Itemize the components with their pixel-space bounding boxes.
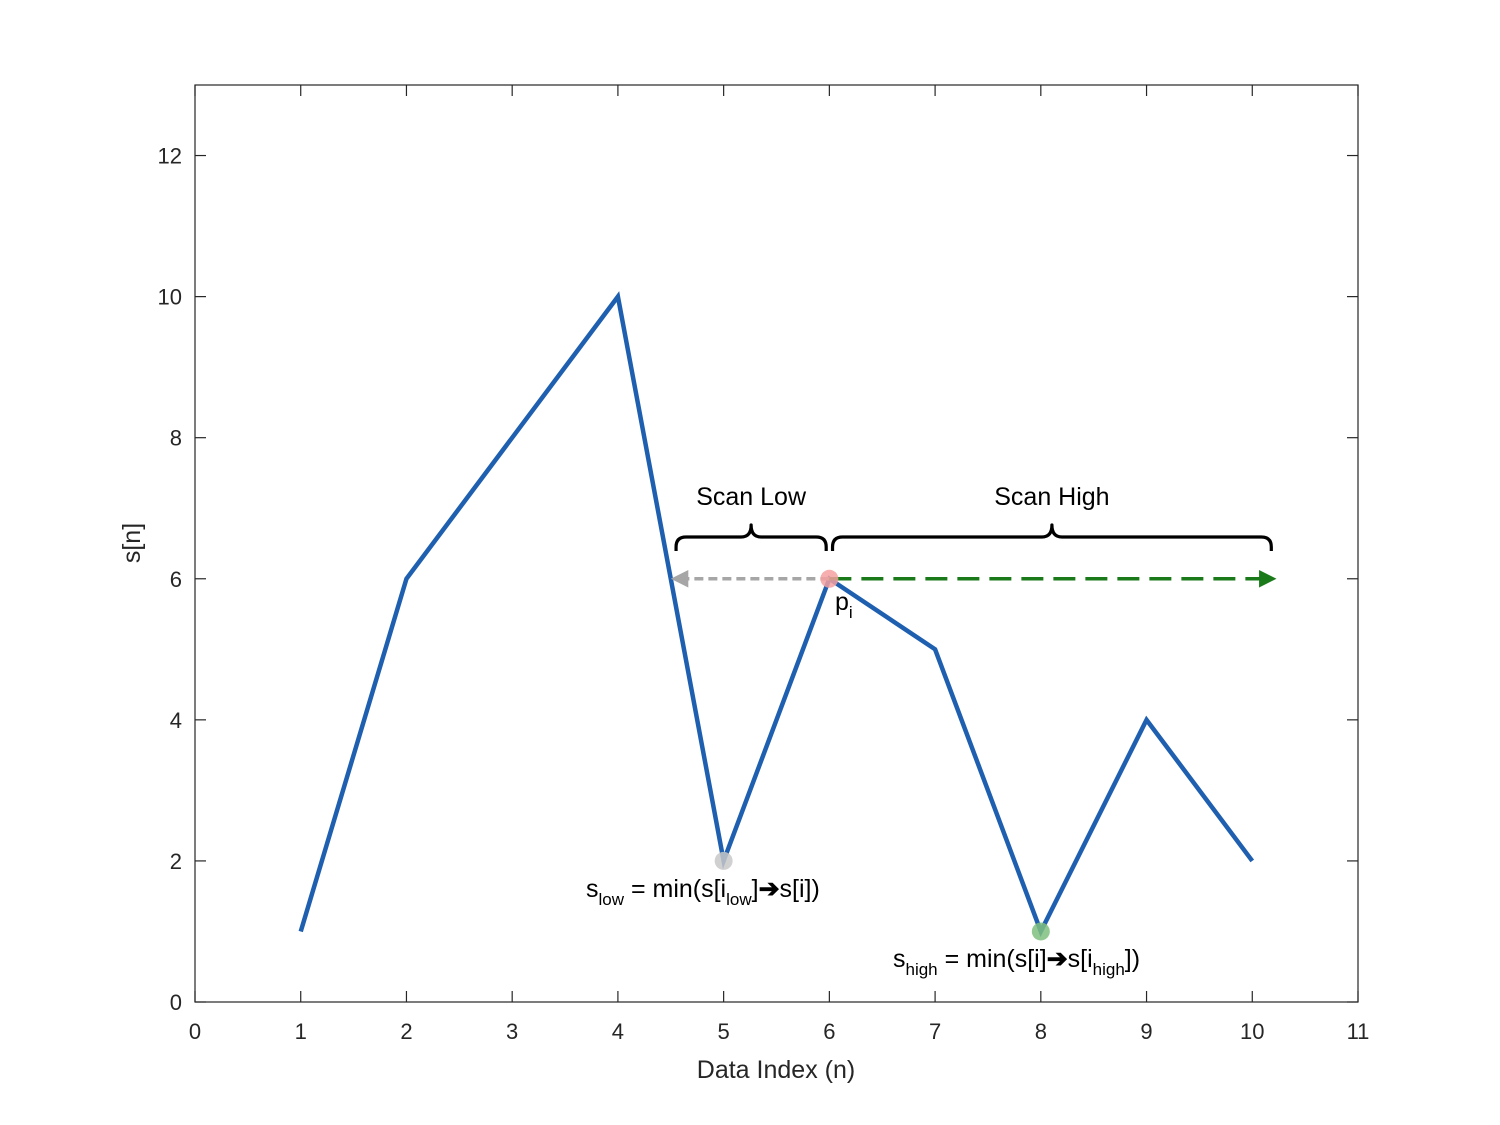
x-tick-label: 0 [189, 1019, 201, 1044]
brace-scan-high [830, 523, 1273, 551]
markers-layer [714, 569, 1050, 941]
x-tick-label: 11 [1347, 1019, 1370, 1044]
p-i-label: pi [835, 588, 853, 622]
x-tick-label: 9 [1140, 1019, 1152, 1044]
brace-label-scan-high: Scan High [994, 483, 1109, 511]
brace-label-scan-low: Scan Low [696, 483, 807, 511]
marker-s-high [1031, 922, 1050, 941]
y-tick-label: 8 [170, 426, 182, 451]
series-layer [298, 291, 1255, 938]
y-tick-label: 0 [170, 990, 182, 1015]
x-tick-label: 4 [612, 1019, 624, 1044]
marker-p-i [820, 569, 839, 588]
x-tick-label: 8 [1035, 1019, 1047, 1044]
x-tick-label: 1 [295, 1019, 307, 1044]
y-tick-label: 10 [158, 285, 182, 310]
x-axis-title: Data Index (n) [697, 1056, 855, 1084]
y-tick-label: 12 [158, 144, 182, 169]
plot-area [194, 84, 1359, 1003]
axis-ticks [194, 85, 1359, 1003]
x-tick-label: 10 [1240, 1019, 1264, 1044]
right-arrow-icon: ➔ [1047, 945, 1068, 973]
braces-layer: Scan Low Scan High [674, 483, 1273, 551]
s-high-annotation: shigh = min(s[i]➔s[ihigh]) [893, 945, 1140, 979]
s-low-annotation: slow = min(s[ilow]➔s[i]) [586, 875, 820, 909]
right-arrow-icon: ➔ [759, 875, 780, 903]
y-tick-label: 4 [170, 708, 182, 733]
marker-s-low [714, 851, 733, 870]
brace-scan-low [674, 523, 828, 551]
x-tick-label: 6 [823, 1019, 835, 1044]
x-tick-label: 3 [506, 1019, 518, 1044]
x-tick-label: 2 [400, 1019, 412, 1044]
series-line [298, 291, 1255, 938]
x-tick-label: 7 [929, 1019, 941, 1044]
y-tick-label: 2 [170, 849, 182, 874]
x-tick-label: 5 [718, 1019, 730, 1044]
y-tick-label: 6 [170, 567, 182, 592]
y-axis-title: s[n] [118, 523, 146, 563]
